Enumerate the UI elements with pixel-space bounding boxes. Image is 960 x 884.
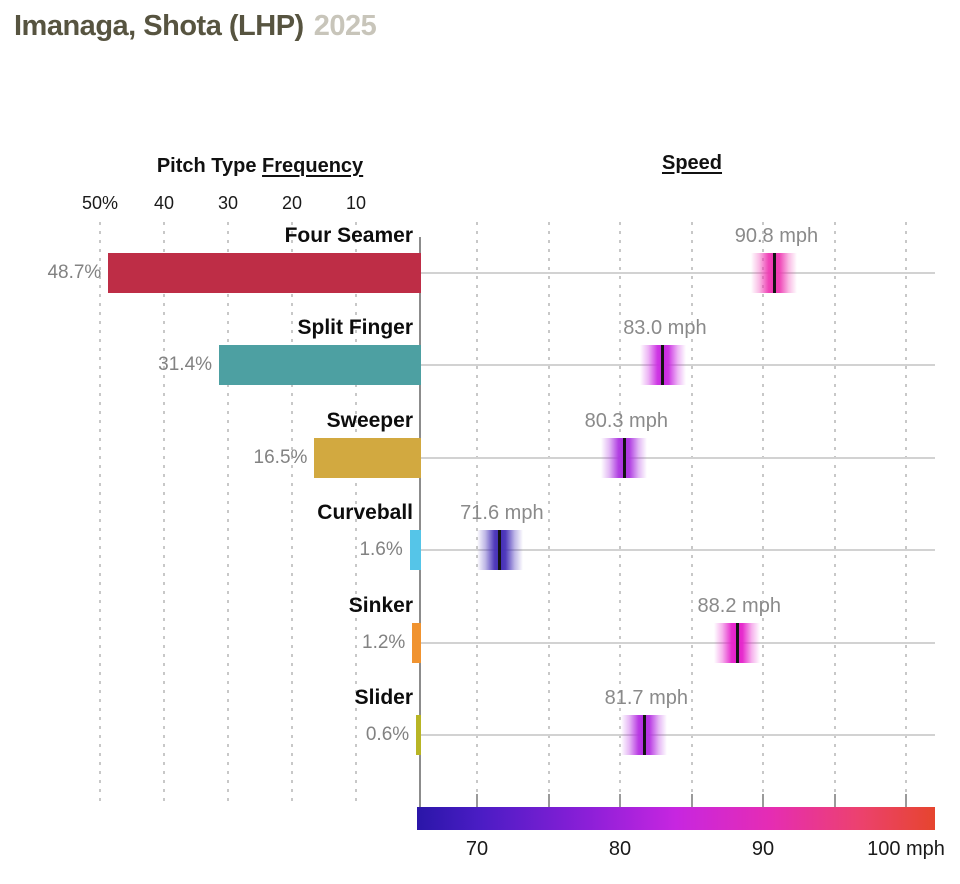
speed-mean-line	[622, 438, 626, 478]
speed-mean-line	[642, 715, 646, 755]
season-label: 2025	[313, 10, 377, 42]
speed-gridline	[905, 222, 907, 802]
speed-mean-line	[772, 253, 776, 293]
frequency-header-prefix: Pitch Type	[156, 155, 257, 177]
pitch-type-label: Four Seamer	[284, 224, 413, 247]
speed-density-marker	[621, 715, 668, 755]
speed-value-label: 88.2 mph	[697, 595, 781, 617]
speed-mean-line	[735, 623, 739, 663]
speed-gridline	[547, 222, 550, 802]
frequency-bar	[412, 623, 421, 663]
speed-mean-line	[498, 530, 502, 570]
pitch-type-label: Sinker	[348, 594, 413, 617]
frequency-gridline	[99, 222, 101, 802]
frequency-gridline	[163, 222, 165, 802]
row-midline	[420, 272, 935, 274]
speed-gridline	[833, 222, 836, 802]
speed-density-marker	[714, 623, 761, 663]
frequency-value-label: 48.7%	[47, 262, 102, 283]
frequency-axis-tick: 10	[345, 193, 367, 213]
colorbar-tick	[690, 794, 693, 807]
speed-gridline	[476, 222, 478, 802]
frequency-header: Pitch Type Frequency	[157, 155, 363, 178]
speed-density-marker	[601, 438, 648, 478]
row-midline	[420, 642, 935, 644]
colorbar-tick	[476, 794, 478, 807]
frequency-bar	[219, 345, 421, 385]
colorbar-tick	[833, 794, 836, 807]
page-title: Imanaga, Shota (LHP) 2025	[14, 10, 377, 43]
speed-value-label: 80.3 mph	[584, 410, 668, 432]
frequency-bar	[409, 530, 421, 570]
frequency-header-underlined: Frequency	[262, 155, 364, 177]
colorbar-tick-label: 80	[608, 838, 632, 860]
frequency-bar	[108, 253, 421, 293]
frequency-gridline	[291, 222, 293, 802]
frequency-gridline	[227, 222, 229, 802]
speed-value-label: 90.8 mph	[734, 225, 819, 247]
row-midline	[420, 457, 935, 459]
frequency-axis-tick: 20	[281, 193, 303, 213]
speed-gridline	[619, 222, 621, 802]
pitch-type-label: Slider	[354, 686, 413, 709]
speed-value-label: 83.0 mph	[623, 317, 707, 339]
speed-colorbar	[417, 807, 935, 830]
frequency-value-label: 1.6%	[359, 539, 403, 560]
colorbar-tick-label: 70	[465, 838, 489, 860]
player-name: Imanaga, Shota (LHP)	[14, 10, 304, 42]
frequency-value-label: 0.6%	[365, 724, 410, 745]
speed-mean-line	[661, 345, 665, 385]
frequency-bar	[416, 715, 421, 755]
speed-value-label: 71.6 mph	[460, 502, 544, 524]
speed-gridline	[690, 222, 693, 802]
speed-value-label: 81.7 mph	[604, 687, 688, 709]
frequency-bar	[314, 438, 421, 478]
frequency-value-label: 16.5%	[253, 447, 308, 468]
row-midline	[420, 549, 935, 551]
frequency-axis-tick: 40	[153, 193, 175, 213]
speed-gridline	[762, 222, 764, 802]
frequency-axis-tick: 30	[217, 193, 239, 213]
frequency-value-label: 1.2%	[362, 632, 406, 653]
pitch-type-label: Split Finger	[297, 316, 414, 339]
frequency-gridline	[355, 222, 357, 802]
colorbar-tick-label: 100 mph	[867, 838, 945, 860]
frequency-baseline-axis	[419, 237, 421, 808]
colorbar-tick-label: 90	[751, 838, 775, 860]
colorbar-tick	[762, 794, 764, 807]
frequency-value-label: 31.4%	[158, 354, 213, 375]
speed-header: Speed	[662, 152, 722, 175]
colorbar-tick	[547, 794, 550, 807]
pitch-type-label: Curveball	[317, 501, 413, 524]
colorbar-tick	[619, 794, 621, 807]
speed-density-marker	[476, 530, 523, 570]
speed-density-marker	[751, 253, 798, 293]
pitch-type-label: Sweeper	[326, 409, 413, 432]
colorbar-tick	[905, 794, 907, 807]
speed-density-marker	[639, 345, 686, 385]
row-midline	[420, 734, 935, 736]
frequency-axis-tick: 50%	[81, 193, 119, 213]
speed-header-text: Speed	[661, 152, 723, 174]
